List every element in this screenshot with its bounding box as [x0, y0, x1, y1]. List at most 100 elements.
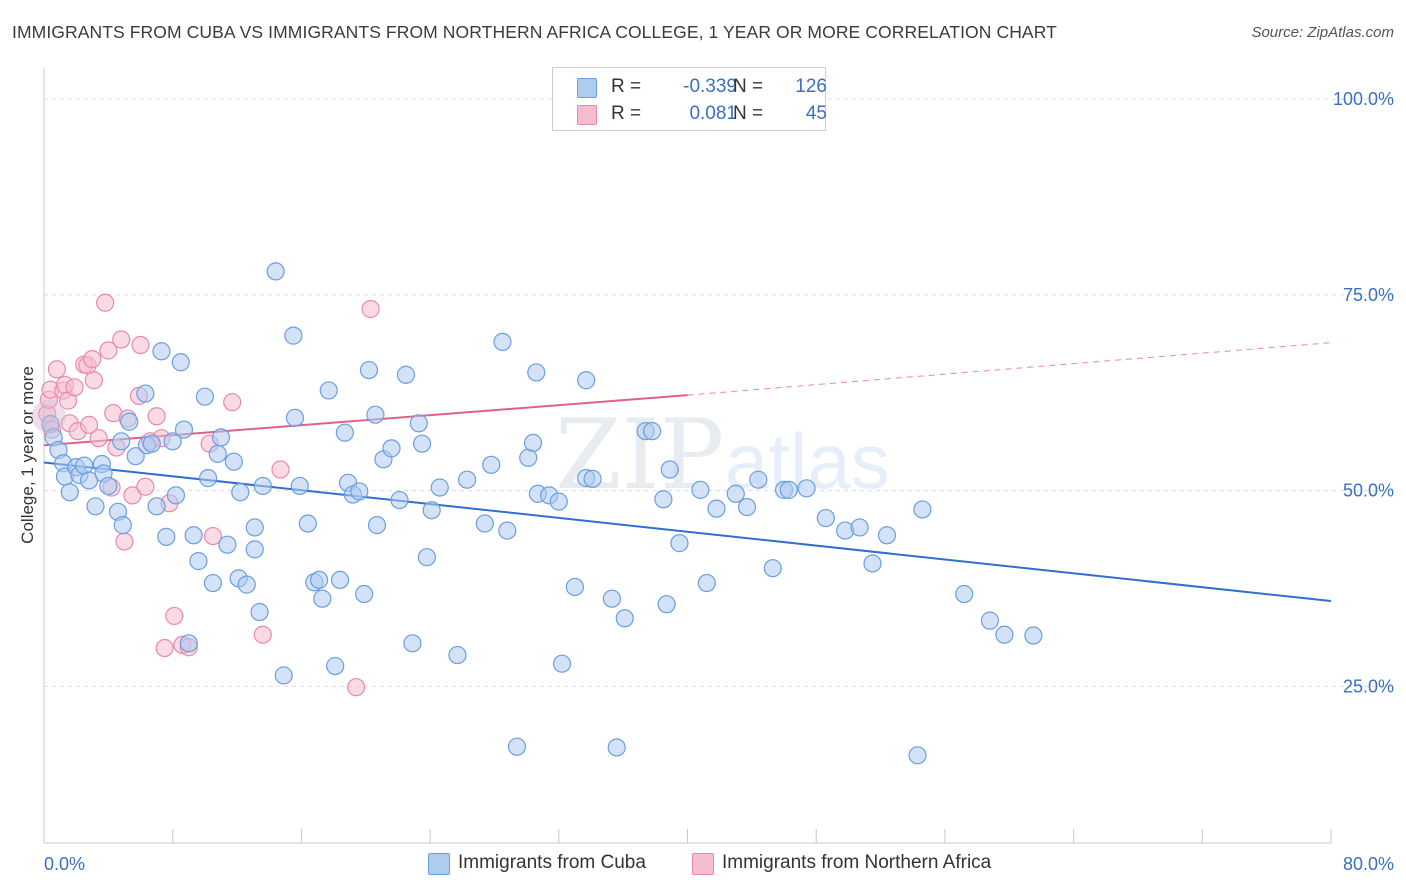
- cuba-point: [330, 570, 350, 590]
- overlap-point: [31, 399, 66, 434]
- cuba-point: [527, 363, 546, 382]
- y-tick-label: 25.0%: [1343, 676, 1394, 696]
- cuba-point: [250, 602, 269, 622]
- cuba-point: [60, 483, 79, 502]
- cuba-point: [113, 516, 132, 535]
- africa-point: [136, 477, 155, 496]
- cuba-point: [995, 625, 1014, 644]
- cuba-point: [737, 497, 757, 517]
- cuba-point: [79, 471, 99, 490]
- africa-point: [203, 526, 223, 546]
- cuba-point: [697, 573, 716, 593]
- cuba-point: [507, 737, 527, 756]
- cuba-point: [274, 666, 293, 685]
- cuba-point: [237, 575, 256, 594]
- cuba-point: [1024, 626, 1043, 645]
- cuba-legend-swatch: [428, 853, 450, 875]
- cuba-point: [726, 484, 745, 503]
- cuba-point: [147, 497, 166, 516]
- africa-legend-label: Immigrants from Northern Africa: [722, 852, 992, 873]
- cuba-point: [607, 738, 626, 757]
- africa-point: [155, 638, 174, 658]
- africa-point: [99, 341, 118, 360]
- cuba-point: [195, 387, 214, 406]
- cuba-point: [660, 460, 679, 479]
- cuba-point: [602, 589, 621, 608]
- cuba-point: [245, 518, 264, 537]
- y-tick-label: 100.0%: [1333, 89, 1394, 109]
- cuba-point: [174, 420, 194, 439]
- cuba-point: [326, 656, 345, 676]
- cuba-point: [120, 412, 139, 431]
- grid-lines: [44, 98, 1395, 687]
- cuba-point: [99, 476, 118, 496]
- africa-point: [112, 330, 131, 349]
- tick-labels: 25.0% 50.0% 75.0% 100.0% 0.0% 80.0%: [44, 89, 1394, 874]
- cuba-point: [298, 514, 317, 533]
- cuba-point: [208, 444, 227, 463]
- cuba-point: [643, 422, 662, 441]
- cuba-point: [749, 470, 768, 489]
- y-axis-label: College, 1 year or more: [18, 366, 37, 544]
- cuba-point: [231, 483, 250, 502]
- cuba-point: [583, 469, 602, 489]
- cuba-point: [654, 490, 673, 509]
- cuba-point: [359, 360, 379, 380]
- africa-point: [65, 378, 84, 397]
- data-points: [31, 262, 1043, 765]
- cuba-point: [863, 554, 882, 573]
- y-tick-label: 50.0%: [1343, 481, 1394, 501]
- cuba-point: [482, 455, 501, 474]
- africa-point: [96, 293, 115, 312]
- r-label: R =: [611, 76, 642, 97]
- cuba-point: [763, 559, 782, 578]
- africa-point: [83, 350, 102, 369]
- r-label: R =: [611, 103, 642, 124]
- cuba-point: [203, 573, 223, 593]
- cuba-point: [412, 434, 432, 453]
- cuba-point: [396, 365, 416, 384]
- r-value-africa: 0.081: [689, 103, 737, 124]
- cuba-point: [955, 584, 974, 604]
- cuba-point: [313, 589, 332, 608]
- cuba-point: [403, 634, 422, 653]
- cuba-point: [171, 353, 190, 372]
- cuba-point: [163, 432, 182, 451]
- africa-point: [223, 393, 242, 412]
- africa-legend-swatch: [692, 853, 714, 875]
- cuba-point: [218, 535, 237, 554]
- africa-point: [165, 606, 184, 626]
- cuba-point: [850, 518, 869, 537]
- r-value-cuba: -0.339: [683, 76, 737, 97]
- cuba-point: [152, 342, 171, 361]
- africa-point: [271, 460, 290, 479]
- x-tick-label: 80.0%: [1343, 854, 1394, 874]
- axes: [43, 68, 1332, 844]
- cuba-point: [523, 433, 543, 452]
- cuba-point: [290, 476, 309, 496]
- cuba-point: [908, 746, 927, 765]
- cuba-point: [179, 634, 198, 653]
- n-value-africa: 45: [805, 103, 827, 124]
- africa-point: [253, 625, 272, 644]
- cuba-point: [409, 414, 428, 433]
- africa-point: [346, 678, 366, 697]
- africa-point: [89, 429, 108, 448]
- chart-title: IMMIGRANTS FROM CUBA VS IMMIGRANTS FROM …: [12, 22, 1057, 42]
- cuba-point: [448, 645, 467, 665]
- cuba-point: [319, 381, 338, 400]
- cuba-point: [475, 514, 494, 533]
- cuba-point: [549, 492, 568, 511]
- cuba-point: [126, 447, 145, 466]
- cuba-point: [707, 499, 726, 518]
- africa-point: [84, 371, 103, 390]
- cuba-point: [266, 262, 285, 281]
- cuba-point: [142, 434, 161, 453]
- cuba-point: [198, 469, 218, 488]
- cuba-point: [390, 490, 409, 510]
- cuba-point: [816, 508, 835, 528]
- cuba-point: [913, 500, 932, 519]
- cuba-swatch: [577, 78, 597, 98]
- n-label: N =: [733, 76, 764, 97]
